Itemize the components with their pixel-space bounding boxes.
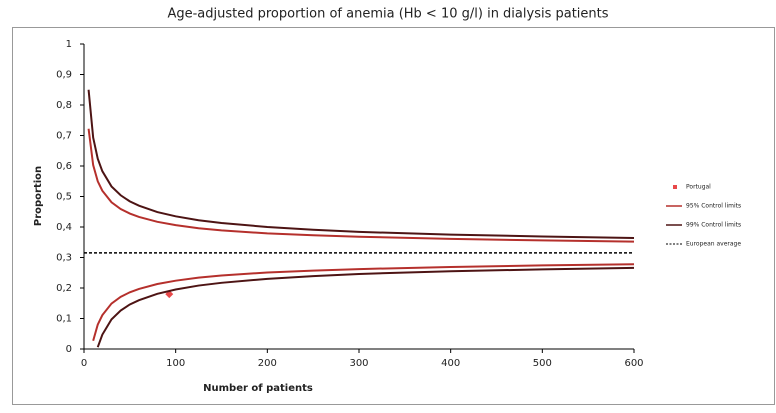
y-tick-label: 0,2 [56, 283, 72, 294]
legend-label: 99% Control limits [686, 222, 741, 229]
x-axis-label: Number of patients [203, 383, 313, 394]
upper-limit-line [87, 128, 635, 243]
y-tick-label: 0,8 [56, 100, 72, 111]
y-tick-label: 1 [66, 39, 72, 50]
x-tick-label: 400 [441, 358, 460, 369]
y-tick-label: 0,3 [56, 253, 72, 264]
x-tick-label: 200 [258, 358, 277, 369]
legend-label: European average [686, 241, 741, 248]
y-tick-label: 0,4 [56, 222, 72, 233]
y-tick-label: 0,1 [56, 314, 72, 325]
x-tick-label: 0 [81, 358, 87, 369]
y-tick-label: 0,5 [56, 192, 72, 203]
lower-limit-line [92, 263, 635, 342]
legend-label: Portugal [686, 184, 711, 191]
x-tick-label: 300 [349, 358, 368, 369]
x-tick-label: 500 [533, 358, 552, 369]
chart-title: Age-adjusted proportion of anemia (Hb < … [167, 7, 608, 22]
upper-limit-line [87, 89, 635, 239]
legend-label: 95% Control limits [686, 203, 741, 210]
y-tick-label: 0 [66, 344, 72, 355]
y-tick-label: 0,7 [56, 131, 72, 142]
y-axis-label: Proportion [33, 166, 44, 226]
legend-swatch [673, 185, 677, 189]
lower-limit-line [96, 266, 635, 348]
chart-border [12, 27, 775, 405]
y-tick-label: 0,9 [56, 70, 72, 81]
x-tick-label: 100 [166, 358, 185, 369]
y-tick-label: 0,6 [56, 161, 72, 172]
x-tick-label: 600 [624, 358, 643, 369]
